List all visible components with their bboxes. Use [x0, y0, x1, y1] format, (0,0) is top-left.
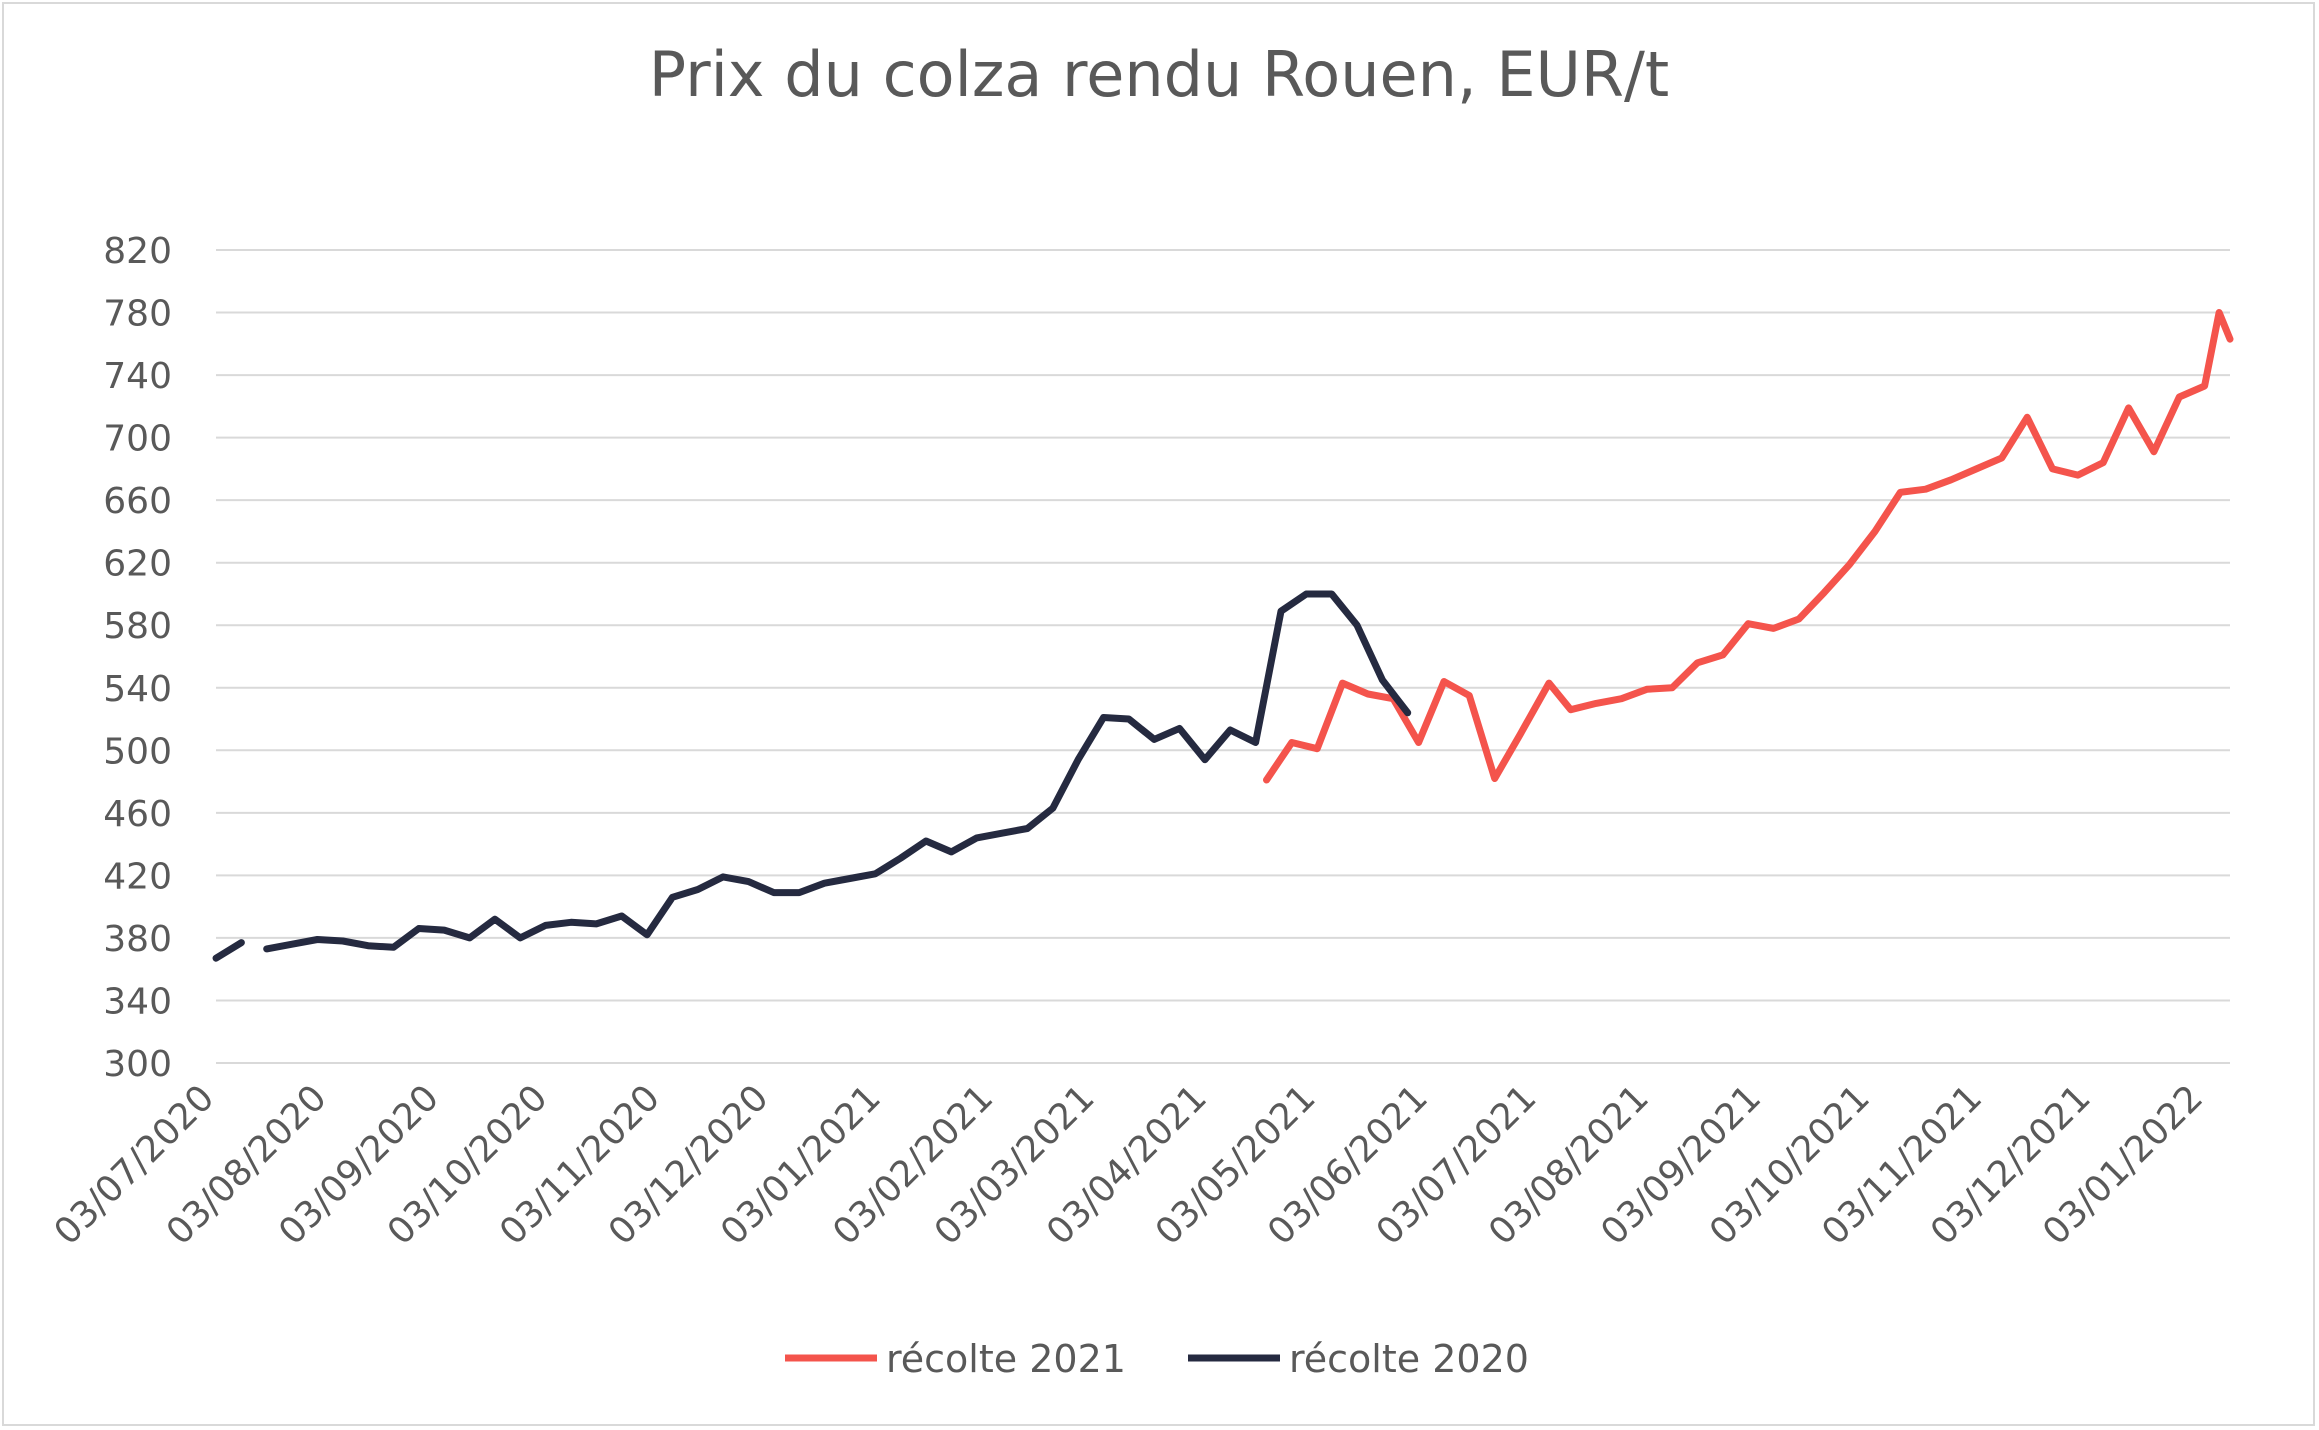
y-tick-label: 340 — [103, 981, 172, 1022]
y-tick-label: 820 — [103, 231, 172, 272]
y-axis-ticks: 300 340 380 420 460 500 540 580 620 660 700 740 780 8… — [103, 231, 172, 1085]
series-line-1 — [1263, 309, 2234, 784]
y-tick-label: 580 — [103, 606, 172, 647]
y-tick-label: 620 — [103, 544, 172, 585]
legend-label-2: récolte 2020 — [1289, 1337, 1529, 1381]
y-tick-label: 540 — [103, 669, 172, 710]
series-line-2 — [212, 939, 245, 962]
series-lines — [212, 309, 2234, 962]
y-tick-label: 300 — [103, 1044, 172, 1085]
chart-title: Prix du colza rendu Rouen, EUR/t — [649, 38, 1669, 111]
y-tick-label: 660 — [103, 481, 172, 522]
y-tick-label: 700 — [103, 419, 172, 460]
y-tick-label: 460 — [103, 794, 172, 835]
y-tick-label: 380 — [103, 919, 172, 960]
y-tick-label: 740 — [103, 356, 172, 397]
series-line-2 — [263, 590, 1412, 953]
y-tick-label: 420 — [103, 856, 172, 897]
y-tick-label: 500 — [103, 731, 172, 772]
gridlines — [216, 249, 2230, 1064]
legend: récolte 2021 récolte 2020 — [785, 1337, 1529, 1381]
legend-label-1: récolte 2021 — [886, 1337, 1126, 1381]
x-axis-ticks: 03/07/202003/08/202003/09/202003/10/2020… — [47, 1077, 2211, 1253]
y-tick-label: 780 — [103, 294, 172, 335]
